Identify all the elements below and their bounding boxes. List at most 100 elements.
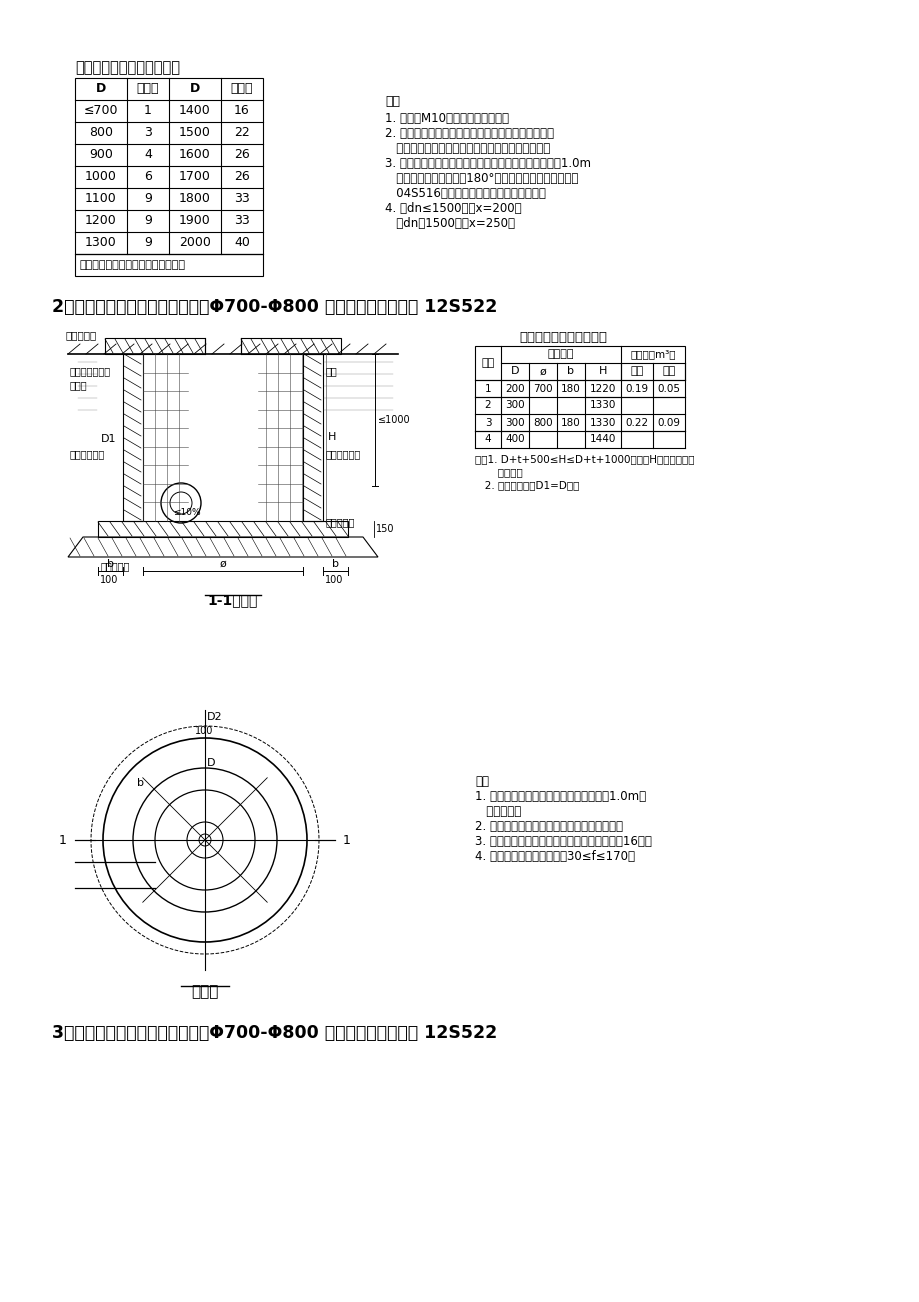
Text: 1. 底架：M10（防水）水泥砂浆。: 1. 底架：M10（防水）水泥砂浆。 xyxy=(384,112,508,125)
Text: 混凝土管基: 混凝土管基 xyxy=(325,517,355,527)
Text: ø: ø xyxy=(539,366,546,376)
Text: 1330: 1330 xyxy=(589,418,616,427)
Bar xyxy=(98,521,347,536)
Text: 3、混凝土模块式污水圆形检查井Φ700-Φ800 细部构造做法：图集 12S522: 3、混凝土模块式污水圆形检查井Φ700-Φ800 细部构造做法：图集 12S52… xyxy=(52,1023,496,1042)
Text: 流槽: 流槽 xyxy=(662,366,675,376)
Text: 1440: 1440 xyxy=(589,435,616,444)
Text: 1330: 1330 xyxy=(589,401,616,410)
Bar xyxy=(302,354,323,521)
Text: 33: 33 xyxy=(233,215,250,228)
Bar xyxy=(75,254,263,276)
Text: 1: 1 xyxy=(343,833,350,846)
Text: 1220: 1220 xyxy=(589,384,616,393)
Text: 1. 适用条件：干管顶设计覆土厚度不大于1.0m；: 1. 适用条件：干管顶设计覆土厚度不大于1.0m； xyxy=(474,790,645,803)
Text: 模块数: 模块数 xyxy=(231,82,253,95)
Text: 穿墙管洞口扣除模块数量表: 穿墙管洞口扣除模块数量表 xyxy=(75,60,180,76)
Text: 3: 3 xyxy=(144,126,152,139)
Text: H: H xyxy=(598,366,607,376)
Text: 模块数: 模块数 xyxy=(137,82,159,95)
Text: 33: 33 xyxy=(233,193,250,206)
Text: 200: 200 xyxy=(505,384,524,393)
Text: ≤700: ≤700 xyxy=(84,104,119,117)
Text: 180: 180 xyxy=(561,418,580,427)
Text: 1600: 1600 xyxy=(179,148,210,161)
Text: 3. 进出检查井的管道，混凝土管的第一节管、柔性管材1.0m: 3. 进出检查井的管道，混凝土管的第一节管、柔性管材1.0m xyxy=(384,158,590,171)
Text: 40: 40 xyxy=(233,237,250,250)
Text: 2、混凝土模块式雨水圆形检查井Φ700-Φ800 细部构造做法：图集 12S522: 2、混凝土模块式雨水圆形检查井Φ700-Φ800 细部构造做法：图集 12S52… xyxy=(52,298,497,316)
Text: 1400: 1400 xyxy=(179,104,210,117)
Text: 检查井相接，需选用接井专用短管节或切除承口。: 检查井相接，需选用接井专用短管节或切除承口。 xyxy=(384,142,550,155)
Text: 混凝土管基: 混凝土管基 xyxy=(100,561,130,572)
Text: 管外壁混凝土: 管外壁混凝土 xyxy=(325,449,361,460)
Text: 1300: 1300 xyxy=(85,237,117,250)
Text: 1500: 1500 xyxy=(179,126,210,139)
Text: 4: 4 xyxy=(144,148,152,161)
Text: 6: 6 xyxy=(144,171,152,184)
Text: 700: 700 xyxy=(533,384,552,393)
Text: 注：: 注： xyxy=(384,95,400,108)
Text: D: D xyxy=(96,82,106,95)
Text: ø: ø xyxy=(220,559,226,569)
Bar xyxy=(105,339,205,354)
Bar xyxy=(474,346,685,380)
Text: 800: 800 xyxy=(533,418,552,427)
Text: b: b xyxy=(332,559,338,569)
Text: 最大值。: 最大值。 xyxy=(474,467,522,477)
Text: 注：此表数值依据做法（一）计算。: 注：此表数值依据做法（一）计算。 xyxy=(80,260,186,270)
Text: b: b xyxy=(567,366,573,376)
Text: H: H xyxy=(328,432,336,443)
Text: ≤1000: ≤1000 xyxy=(378,415,410,424)
Text: 3. 混凝土圆形管道穿墙洞口做法详见本图量第16页。: 3. 混凝土圆形管道穿墙洞口做法详见本图量第16页。 xyxy=(474,835,652,848)
Text: 22: 22 xyxy=(233,126,250,139)
Text: 9: 9 xyxy=(144,237,152,250)
Text: 管外壁混凝土: 管外壁混凝土 xyxy=(70,449,105,460)
Text: 1700: 1700 xyxy=(179,171,210,184)
Text: 2. 材料、施工细则及其他要求做法见总说明。: 2. 材料、施工细则及其他要求做法见总说明。 xyxy=(474,820,622,833)
Text: 注：: 注： xyxy=(474,775,489,788)
Text: 井室各部尺寸及工程量表: 井室各部尺寸及工程量表 xyxy=(518,331,607,344)
Text: 序号: 序号 xyxy=(481,358,494,368)
Text: ≤10%: ≤10% xyxy=(173,508,200,517)
Text: 4. 当dn≤1500时，x=200；: 4. 当dn≤1500时，x=200； xyxy=(384,202,521,215)
Text: 0.19: 0.19 xyxy=(625,384,648,393)
Text: 0.22: 0.22 xyxy=(625,418,648,427)
Text: D2: D2 xyxy=(207,712,222,723)
Text: 2. 进出检查井的圆管若为承插口管，承口不应直接与: 2. 进出检查井的圆管若为承插口管，承口不应直接与 xyxy=(384,128,553,141)
Text: 04S516《混凝土排水管道基础及接口》。: 04S516《混凝土排水管道基础及接口》。 xyxy=(384,187,545,201)
Text: 井盖及井座: 井盖及井座 xyxy=(66,329,97,340)
Text: 100: 100 xyxy=(195,727,213,736)
Text: 100: 100 xyxy=(100,575,119,585)
Text: 1: 1 xyxy=(59,833,67,846)
Bar xyxy=(123,354,142,521)
Text: b: b xyxy=(137,779,144,788)
Text: 有地下水。: 有地下水。 xyxy=(474,805,521,818)
Text: 26: 26 xyxy=(233,171,250,184)
Text: b: b xyxy=(107,559,114,569)
Text: 平面图: 平面图 xyxy=(191,984,219,999)
Text: 1-1剖面图: 1-1剖面图 xyxy=(208,592,258,607)
Text: 1800: 1800 xyxy=(179,193,210,206)
Text: 150: 150 xyxy=(376,523,394,534)
Text: 1100: 1100 xyxy=(85,193,117,206)
Text: 底板: 底板 xyxy=(630,366,643,376)
Text: 1: 1 xyxy=(144,104,152,117)
Text: 范围内管道基础，采用180°混凝土基础，做法参见图集: 范围内管道基础，采用180°混凝土基础，做法参见图集 xyxy=(384,172,578,185)
Text: 180: 180 xyxy=(561,384,580,393)
Text: 9: 9 xyxy=(144,193,152,206)
Text: 当dn＞1500时，x=250。: 当dn＞1500时，x=250。 xyxy=(384,217,515,230)
Text: 800: 800 xyxy=(89,126,113,139)
Text: D: D xyxy=(510,366,518,376)
Text: 100: 100 xyxy=(324,575,343,585)
Text: 调整层: 调整层 xyxy=(70,380,87,391)
Text: D: D xyxy=(189,82,200,95)
Text: 注：1. D+t+500≤H≤D+t+1000，表中H值为此种井型: 注：1. D+t+500≤H≤D+t+1000，表中H值为此种井型 xyxy=(474,454,694,464)
Text: 300: 300 xyxy=(505,401,524,410)
Text: 3: 3 xyxy=(484,418,491,427)
Text: 底架: 底架 xyxy=(325,366,337,376)
Text: 4: 4 xyxy=(484,435,491,444)
Text: D: D xyxy=(207,758,215,768)
Text: 2: 2 xyxy=(484,401,491,410)
Text: 26: 26 xyxy=(233,148,250,161)
Text: 400: 400 xyxy=(505,435,524,444)
Text: 各部尺寸: 各部尺寸 xyxy=(547,349,573,359)
